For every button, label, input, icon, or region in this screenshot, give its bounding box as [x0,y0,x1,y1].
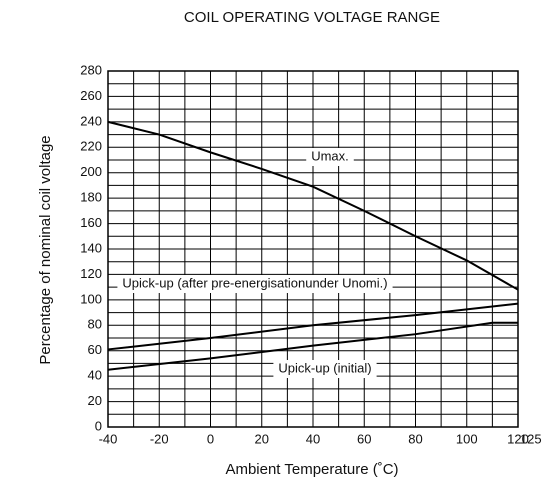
series-label: Upick-up (initial) [278,360,371,375]
x-tick-label: 100 [456,431,478,446]
y-tick-label: 160 [80,215,102,230]
y-tick-label: 0 [95,418,102,433]
plot-frame [107,70,519,428]
x-axis-label: Ambient Temperature (˚C) [225,461,398,478]
y-tick-label: 80 [88,317,102,332]
series-line [107,302,519,351]
series-label-bg [306,148,354,166]
y-tick-label: 60 [88,342,102,357]
series-line [107,321,518,371]
series-label-bg [117,275,393,293]
y-tick-label: 40 [88,368,102,383]
y-tick-label: 240 [80,113,102,128]
series-line [107,120,519,291]
series-label: Upick-up (after pre-energisationunder Un… [122,275,387,290]
y-tick-label: 20 [88,393,102,408]
series-label: Umax. [311,148,349,163]
x-tick-label: -20 [150,431,169,446]
x-tick-label: 120 [507,431,529,446]
y-tick-label: 180 [80,190,102,205]
x-tick-label: 125 [520,431,542,446]
y-tick-label: 200 [80,164,102,179]
x-tick-label: 80 [408,431,422,446]
x-tick-label: 20 [255,431,269,446]
x-tick-label: 40 [306,431,320,446]
x-tick-label: 60 [357,431,371,446]
chart-title: COIL OPERATING VOLTAGE RANGE [184,9,440,26]
x-tick-label: -40 [99,431,118,446]
x-tick-label: 0 [207,431,214,446]
y-tick-label: 140 [80,240,102,255]
y-tick-label: 100 [80,291,102,306]
y-tick-label: 220 [80,139,102,154]
y-tick-label: 260 [80,88,102,103]
y-axis-label: Percentage of nominal coil voltage [37,135,54,364]
y-tick-label: 120 [80,266,102,281]
series-label-bg [273,360,377,378]
y-tick-label: 280 [80,62,102,77]
